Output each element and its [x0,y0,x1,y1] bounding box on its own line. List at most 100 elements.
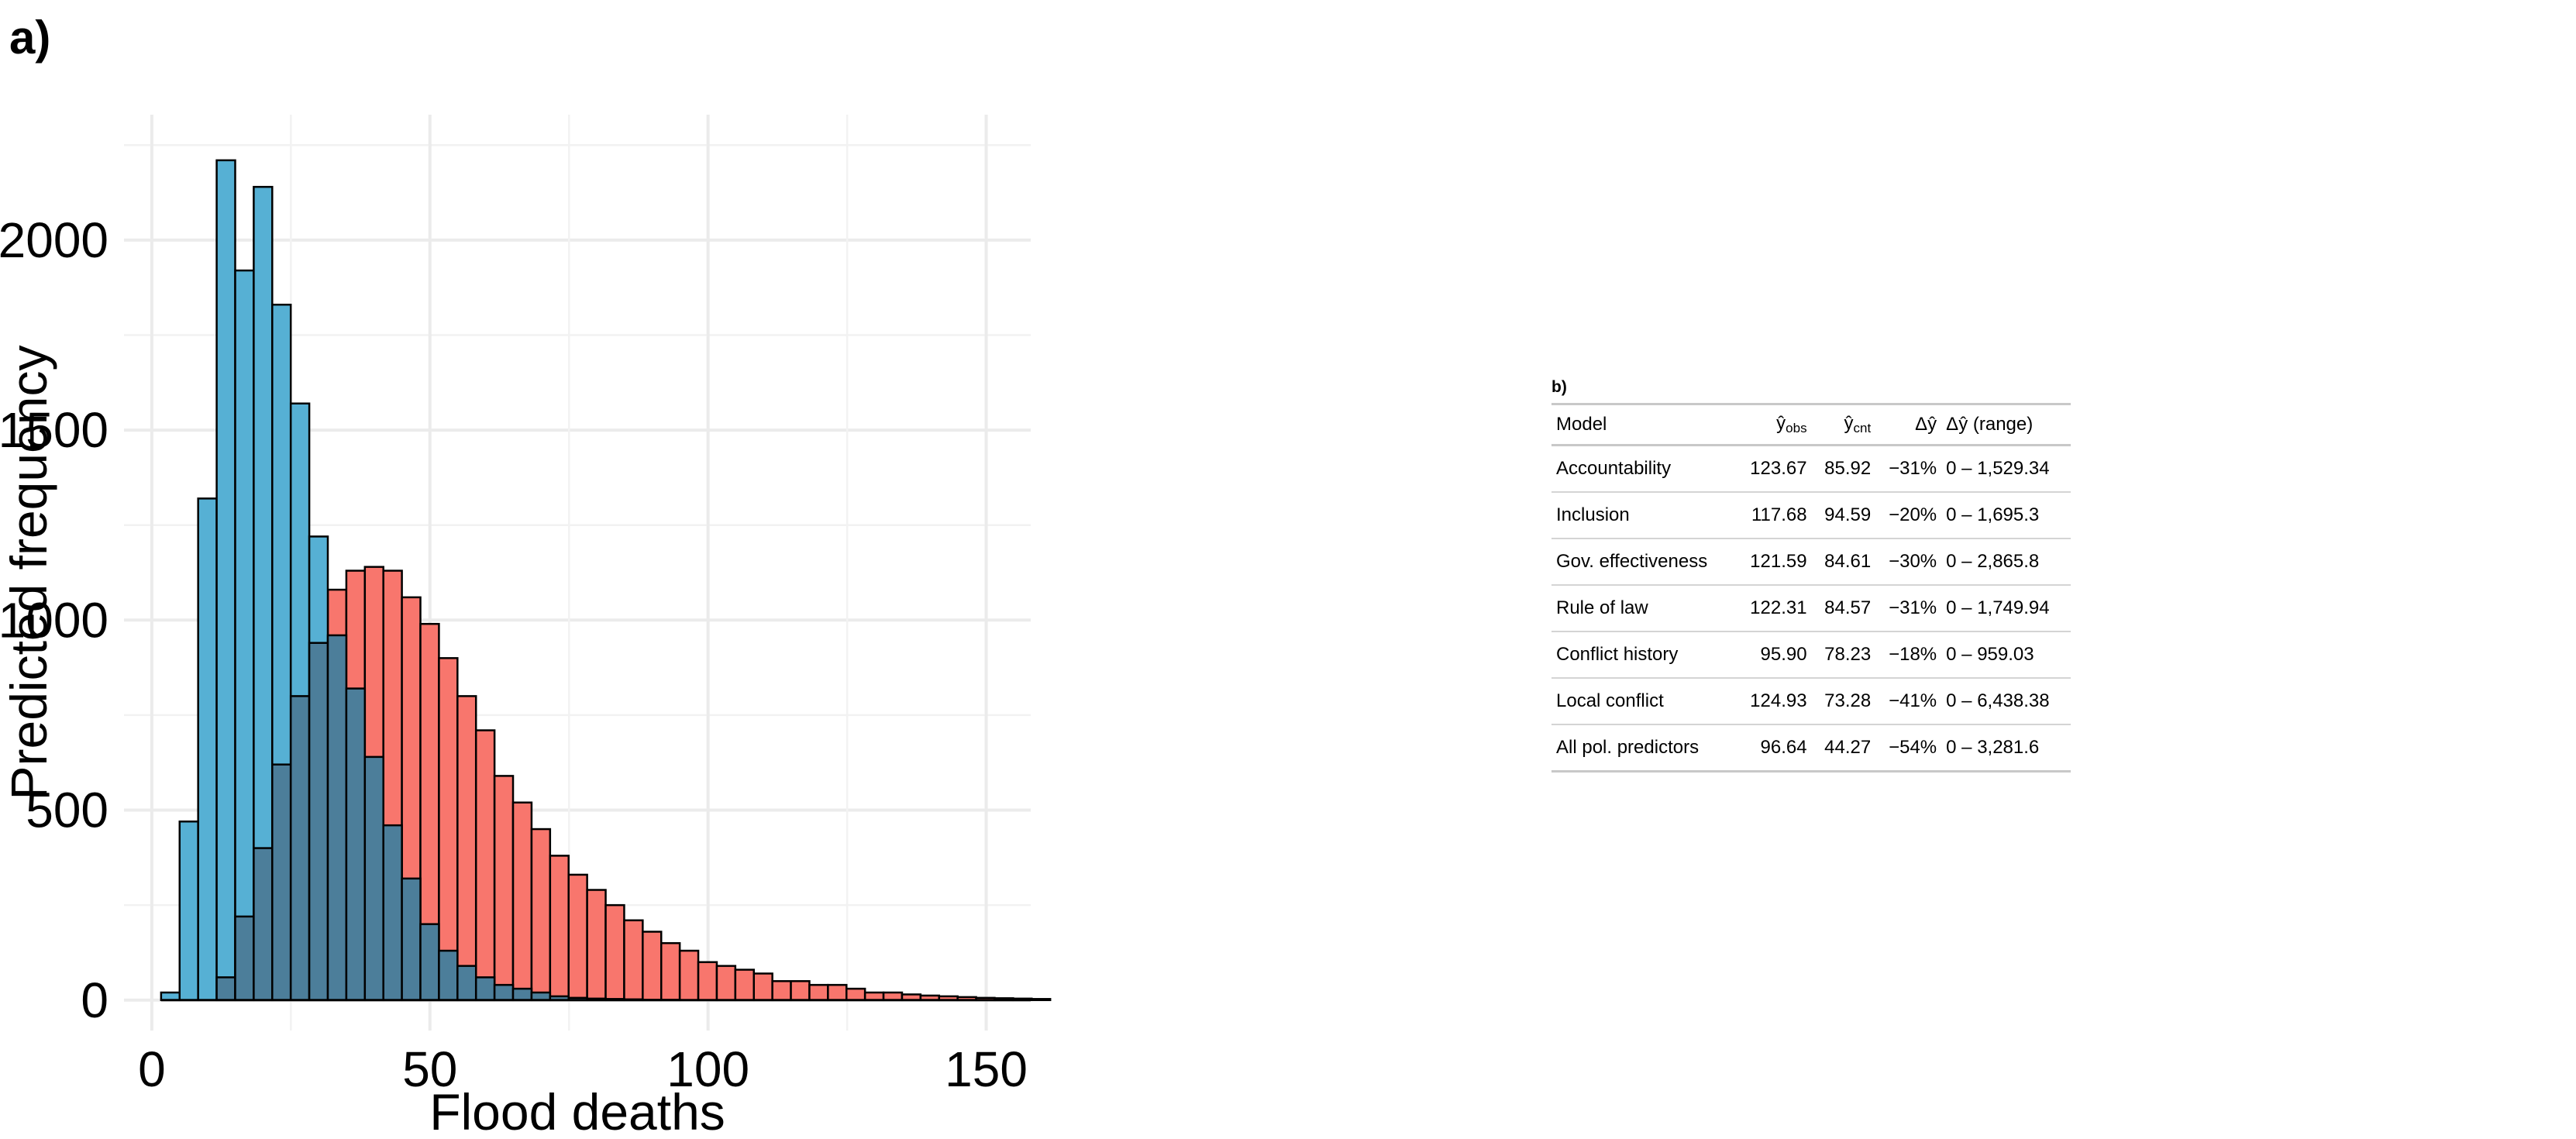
bar-overlap [363,755,384,1002]
col-header-delta: Δŷ [1915,414,1937,435]
table-header-row: Model ŷobs ŷcnt Δŷ Δŷ (range) [1551,404,2071,446]
bar-overlap [382,824,403,1002]
panel-b-label: b) [1551,378,1567,396]
bar-overlap [253,847,274,1002]
cell-yhat-obs: 121.59 [1750,551,1807,572]
y-axis-label: Predicted frequency [0,345,57,800]
bar-series-red [567,873,588,1002]
cell-range: 0 – 1,749.94 [1946,597,2050,618]
bar-series-red [586,889,607,1002]
cell-range: 0 – 6,438.38 [1946,690,2050,711]
x-tick-label: 150 [945,1041,1028,1097]
bar-series-red [493,775,515,1002]
bar-series-blue [197,497,218,1002]
bar-series-red [1031,998,1052,1002]
bar-series-red [697,961,718,1002]
cell-delta: −54% [1889,737,1937,758]
x-tick-label: 0 [138,1041,166,1097]
bar-series-red [642,931,663,1002]
bar-series-blue [234,269,255,1002]
bar-series-red [845,987,866,1002]
bar-series-red [530,828,552,1002]
col-header-model: Model [1556,414,1607,435]
bar-series-red [827,983,848,1002]
bar-series-red [438,657,459,1002]
cell-yhat-obs: 122.31 [1750,597,1807,618]
table-row: Inclusion 117.68 94.59 −20% 0 – 1,695.3 [1551,492,2071,539]
bar-overlap [289,695,311,1002]
cell-yhat-cnt: 94.59 [1824,504,1872,525]
bar-overlap [456,965,477,1002]
cell-model: Gov. effectiveness [1556,551,1708,572]
y-tick-label: 500 [26,783,108,838]
cell-model: All pol. predictors [1556,737,1700,758]
cell-model: Accountability [1556,458,1672,479]
cell-yhat-cnt: 78.23 [1824,644,1872,665]
bar-overlap [271,763,292,1002]
cell-delta: −31% [1889,458,1937,479]
cell-delta: −31% [1889,597,1937,618]
cell-yhat-obs: 123.67 [1750,458,1807,479]
bar-series-red [623,919,644,1002]
bar-overlap [511,987,533,1002]
col-header-yhat-cnt: ŷcnt [1844,413,1872,435]
results-table-panel: b) Model ŷobs ŷcnt Δŷ Δŷ (range) Account… [1551,378,2071,773]
y-tick-label: 1500 [0,402,108,458]
histogram-chart: 0 500 1000 1500 2000 0 50 100 150 Flood deaths P… [0,115,1052,1139]
y-tick-label: 1000 [0,592,108,648]
table-row: All pol. predictors 96.64 44.27 −54% 0 – 3,2… [1551,724,2071,772]
x-tick-label: 100 [666,1041,749,1097]
cell-range: 0 – 1,695.3 [1946,504,2040,525]
cell-model: Local conflict [1556,690,1664,711]
cell-yhat-cnt: 44.27 [1824,737,1872,758]
cell-model: Conflict history [1556,644,1679,665]
cell-yhat-cnt: 85.92 [1824,458,1872,479]
bar-series-red [659,941,681,1002]
col-header-range: Δŷ (range) [1946,414,2034,435]
bar-overlap [215,976,236,1002]
cell-yhat-cnt: 84.61 [1824,551,1872,572]
bar-series-red [456,695,477,1002]
cell-delta: −18% [1889,644,1937,665]
table-row: Rule of law 122.31 84.57 −31% 0 – 1,749.94 [1551,585,2071,631]
bar-overlap [345,687,367,1002]
bar-overlap [326,634,348,1002]
cell-delta: −20% [1889,504,1937,525]
panel-a-label: a) [9,12,51,64]
y-tick-label: 0 [81,972,108,1028]
cell-yhat-cnt: 84.57 [1824,597,1872,618]
bar-series-red [474,729,496,1002]
table-row: Accountability 123.67 85.92 −31% 0 – 1,529.3… [1551,446,2071,492]
bar-series-red [715,965,737,1002]
bar-series-red [549,855,570,1002]
bar-overlap [474,976,496,1002]
table-row: Local conflict 124.93 73.28 −41% 0 – 6,438.3… [1551,678,2071,724]
cell-model: Inclusion [1556,504,1630,525]
cell-model: Rule of law [1556,597,1648,618]
bar-series-red [511,801,533,1002]
table-row: Conflict history 95.90 78.23 −18% 0 – 959.03 [1551,631,2071,678]
bar-series-blue [178,820,199,1002]
bar-series-red [790,979,811,1002]
col-header-yhat-obs: ŷobs [1776,413,1807,435]
cell-range: 0 – 3,281.6 [1946,737,2040,758]
table-row: Gov. effectiveness 121.59 84.61 −30% 0 – 2,8… [1551,539,2071,585]
cell-yhat-obs: 96.64 [1760,737,1807,758]
bar-series-red [734,969,756,1002]
cell-range: 0 – 1,529.34 [1946,458,2050,479]
cell-range: 0 – 959.03 [1946,644,2034,665]
cell-range: 0 – 2,865.8 [1946,551,2040,572]
tick-labels: 0 500 1000 1500 2000 0 50 100 150 [0,212,1028,1097]
bar-series-red [771,979,792,1002]
cell-yhat-cnt: 73.28 [1824,690,1872,711]
cell-delta: −41% [1889,690,1937,711]
bar-overlap [234,915,255,1002]
results-table: Model ŷobs ŷcnt Δŷ Δŷ (range) Accountabi… [1551,403,2071,773]
bar-overlap [438,949,459,1002]
bar-series-red [752,972,773,1002]
bar-overlap [493,983,515,1002]
bar-series-blue [215,159,236,1002]
series-blue-bars [160,159,681,1002]
bar-series-red [808,983,829,1002]
x-axis-label: Flood deaths [429,1083,725,1139]
